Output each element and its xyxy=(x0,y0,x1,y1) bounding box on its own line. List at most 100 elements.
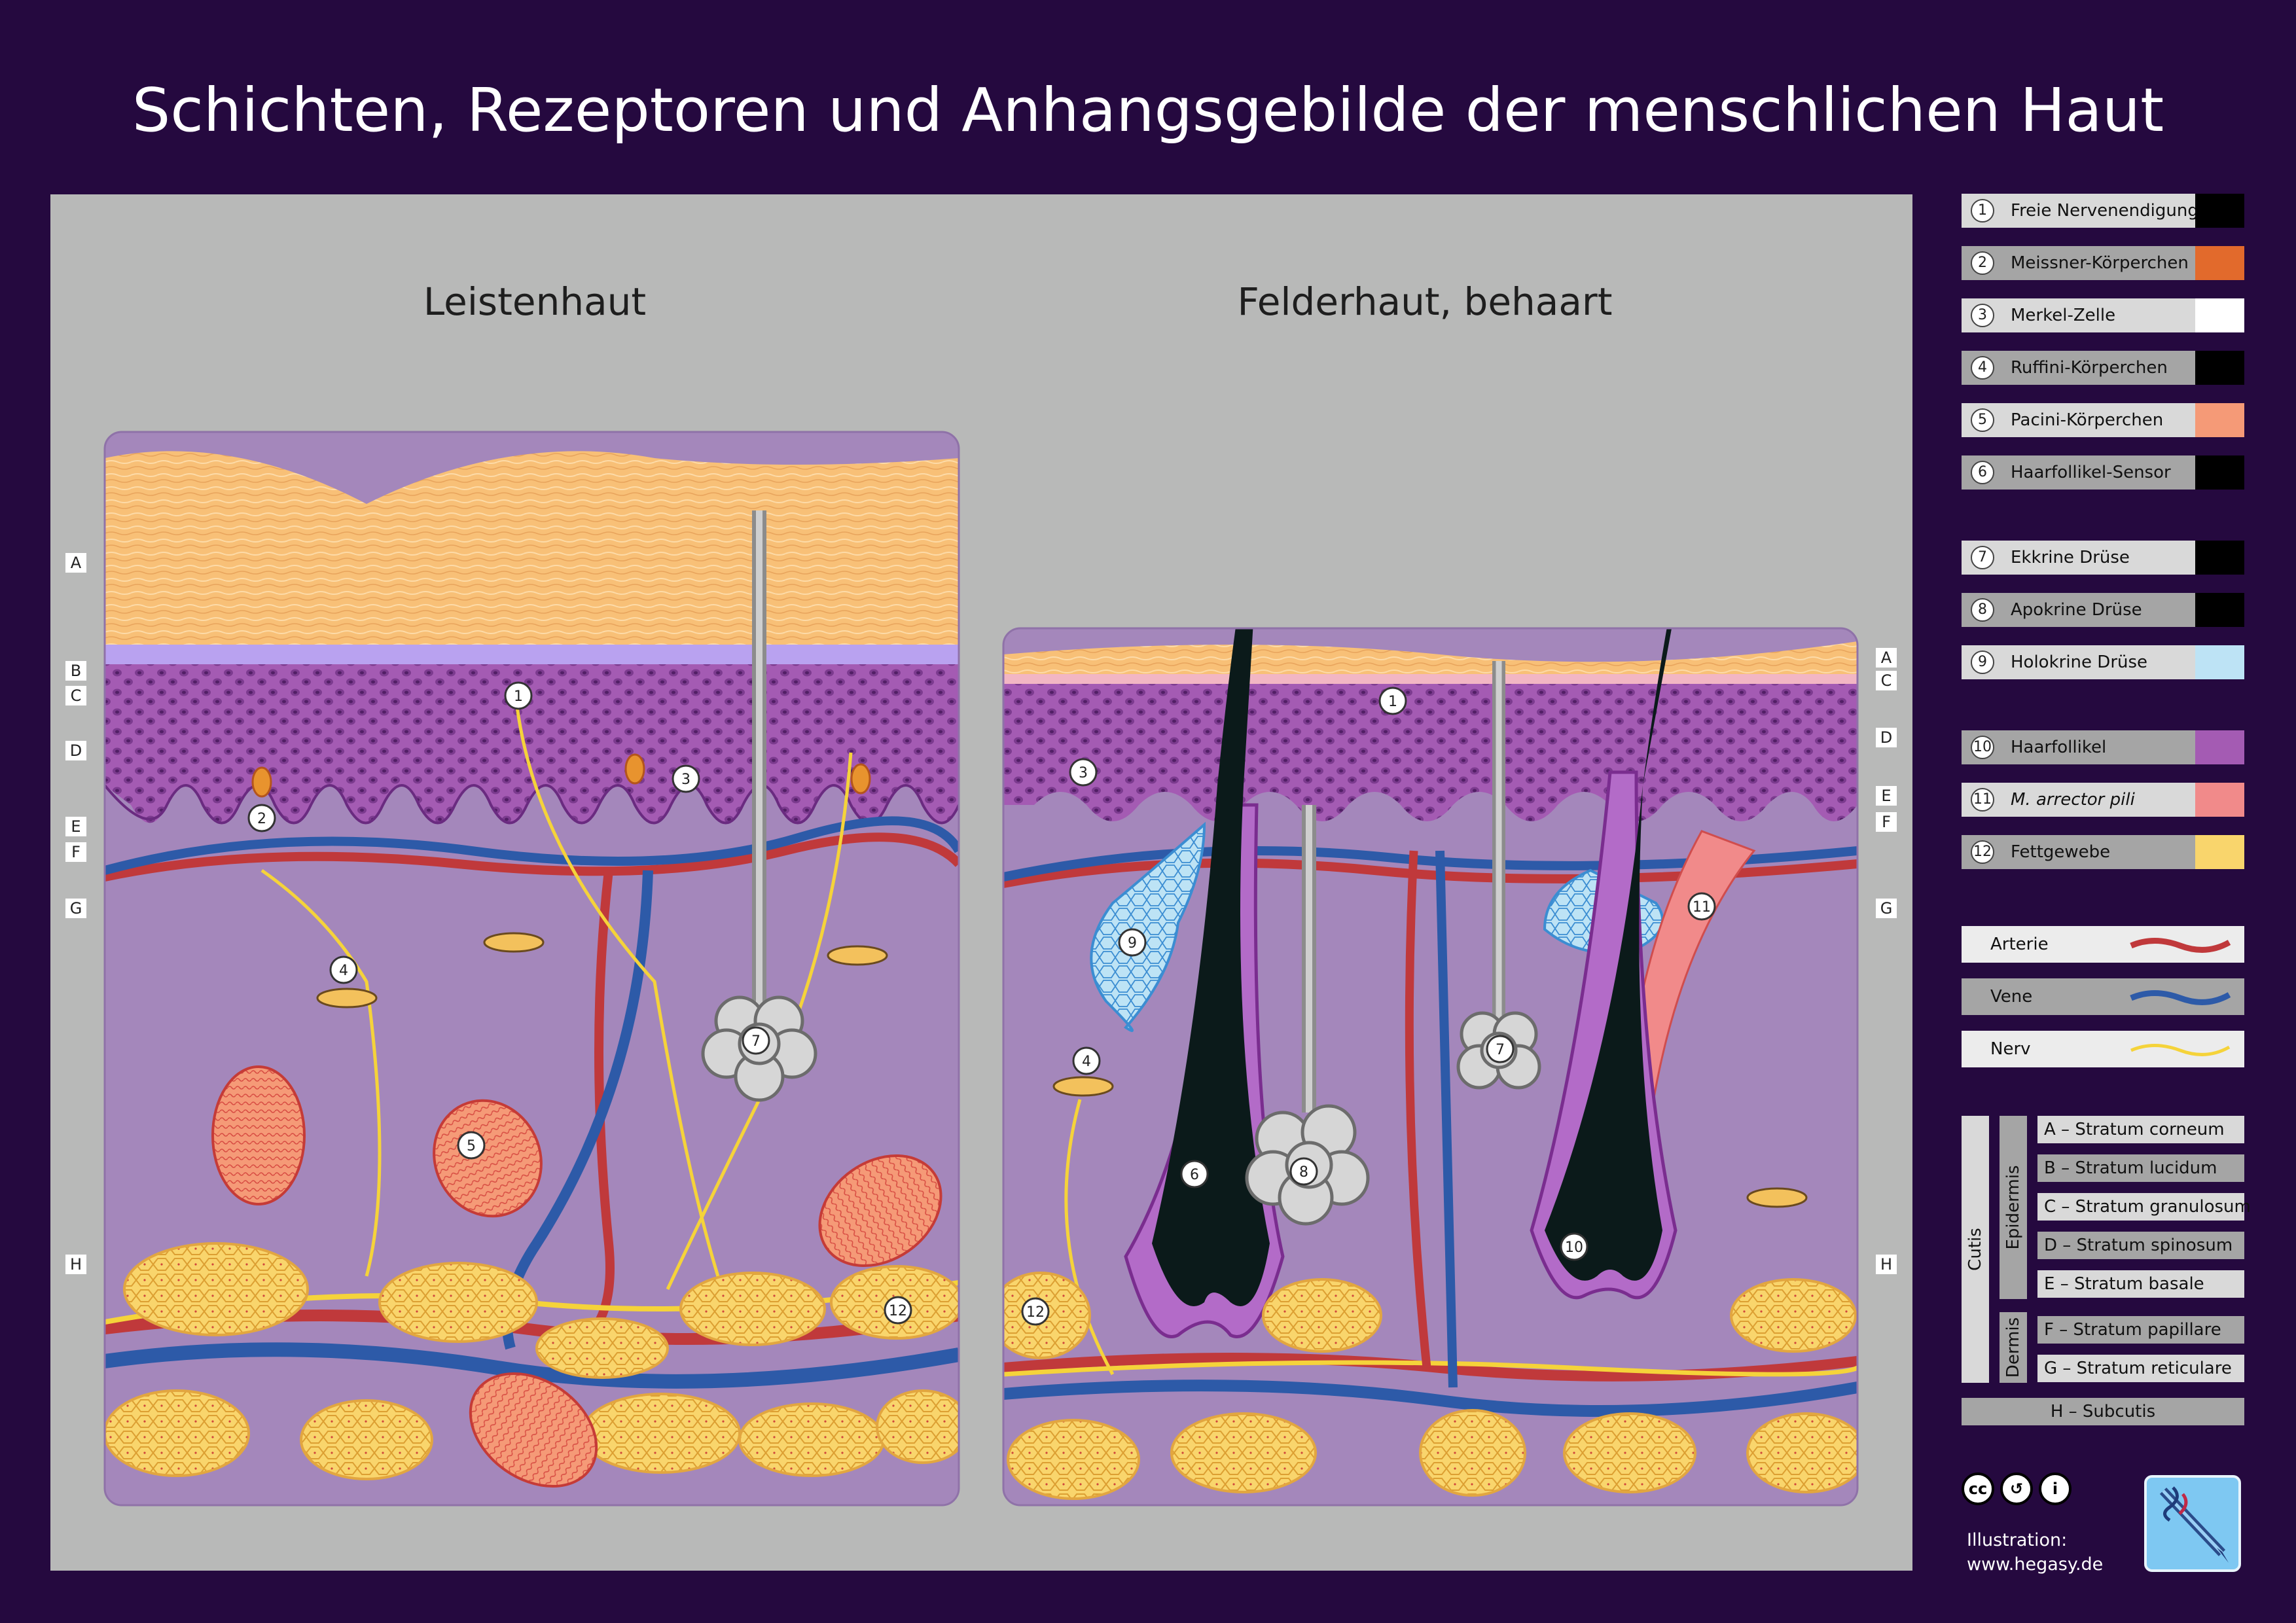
marker-circle-4 xyxy=(329,955,358,984)
legend-label: Meissner-Körperchen xyxy=(2011,253,2189,273)
legend-line-label: Vene xyxy=(1990,987,2033,1007)
legend-label: M. arrector pili xyxy=(2011,790,2135,810)
marker-number: 1 xyxy=(514,688,523,705)
legend-number: 3 xyxy=(1971,304,1994,327)
marker-number: 8 xyxy=(1299,1164,1308,1181)
legend-number: 10 xyxy=(1971,736,1994,759)
marker-number: 3 xyxy=(681,772,691,788)
legend-number: 8 xyxy=(1971,598,1994,622)
layer-marker-A-right: A xyxy=(1876,648,1897,668)
layer-marker-E-right: E xyxy=(1876,786,1897,806)
legend-number: 11 xyxy=(1971,788,1994,812)
attribution-icon: i xyxy=(2039,1472,2072,1505)
credit: Illustration: www.hegasy.de xyxy=(1967,1528,2103,1577)
marker-circle-7 xyxy=(742,1026,770,1055)
marker-circle-8 xyxy=(1289,1157,1318,1186)
marker-circle-12 xyxy=(884,1296,912,1325)
marker-circle-6 xyxy=(1180,1160,1209,1188)
marker-circle-5 xyxy=(457,1131,486,1160)
marker-number: 12 xyxy=(889,1303,907,1319)
layer-marker-E-left: E xyxy=(65,817,86,836)
legend-item-7: 7 Ekkrine Drüse xyxy=(1962,541,2244,575)
legend-line-label: Nerv xyxy=(1990,1039,2031,1059)
panel-title-felderhaut: Felderhaut, behaart xyxy=(1237,279,1613,324)
marker-number: 4 xyxy=(1082,1054,1091,1070)
legend-label: Apokrine Drüse xyxy=(2011,600,2142,620)
legend-label: Holokrine Drüse xyxy=(2011,652,2148,672)
marker-circle-4 xyxy=(1072,1046,1101,1075)
layer-marker-C-right: C xyxy=(1876,671,1897,690)
legend-item-10: 10 Haarfollikel xyxy=(1962,730,2244,764)
layer-epidermis-3: D – Stratum spinosum xyxy=(2037,1232,2244,1259)
marker-number: 10 xyxy=(1565,1240,1583,1256)
layer-marker-D-right: D xyxy=(1876,728,1897,747)
marker-number: 12 xyxy=(1026,1304,1045,1321)
layer-epidermis-1: B – Stratum lucidum xyxy=(2037,1154,2244,1182)
marker-circle-2 xyxy=(247,804,276,832)
legend-line-swatch-icon xyxy=(2130,990,2231,1005)
marker-circle-10 xyxy=(1560,1232,1588,1261)
layer-epidermis-0: A – Stratum corneum xyxy=(2037,1116,2244,1143)
legend-thumbnail-icon xyxy=(2195,298,2244,332)
dermis-label: Dermis xyxy=(2003,1317,2023,1378)
legend-thumbnail-icon xyxy=(2195,246,2244,280)
legend-line-1: Vene xyxy=(1962,978,2244,1015)
legend-line-2: Nerv xyxy=(1962,1031,2244,1067)
layer-marker-H-right: H xyxy=(1876,1255,1897,1274)
layer-epidermis-2: C – Stratum granulosum xyxy=(2037,1193,2251,1221)
layer-subcutis-label: H – Subcutis xyxy=(2050,1402,2156,1421)
legend-thumbnail-icon xyxy=(2195,194,2244,228)
marker-number: 7 xyxy=(1496,1042,1505,1058)
marker-circle-1 xyxy=(1378,687,1407,715)
page-title: Schichten, Rezeptoren und Anhangsgebilde… xyxy=(132,75,2164,145)
legend-thumbnail-icon xyxy=(2195,835,2244,869)
legend-thumbnail-icon xyxy=(2195,645,2244,679)
layer-epidermis-4: E – Stratum basale xyxy=(2037,1270,2244,1298)
marker-number: 6 xyxy=(1190,1167,1199,1183)
legend-item-11: 11 M. arrector pili xyxy=(1962,783,2244,817)
epidermis-label: Epidermis xyxy=(2003,1165,2023,1250)
legend-label: Ruffini-Körperchen xyxy=(2011,358,2168,378)
layer-marker-H-left: H xyxy=(65,1255,86,1274)
layer-subcutis: H – Subcutis xyxy=(1962,1398,2244,1425)
legend-item-6: 6 Haarfollikel-Sensor xyxy=(1962,455,2244,490)
panel-title-leistenhaut: Leistenhaut xyxy=(423,279,647,324)
layer-marker-D-left: D xyxy=(65,741,86,760)
legend-line-swatch-icon xyxy=(2130,938,2231,953)
legend-number: 7 xyxy=(1971,546,1994,569)
dermis-bar xyxy=(2000,1312,2027,1383)
legend-label: Haarfollikel xyxy=(2011,738,2107,757)
marker-number: 9 xyxy=(1128,935,1137,952)
layer-marker-A-left: A xyxy=(65,553,86,573)
layer-marker-G-left: G xyxy=(65,899,86,918)
legend-line-swatch-icon xyxy=(2130,1044,2231,1056)
legend-item-2: 2 Meissner-Körperchen xyxy=(1962,246,2244,280)
legend-item-8: 8 Apokrine Drüse xyxy=(1962,593,2244,627)
legend-number: 12 xyxy=(1971,840,1994,864)
layer-marker-F-right: F xyxy=(1876,812,1897,832)
legend-number: 4 xyxy=(1971,356,1994,380)
marker-number: 5 xyxy=(467,1138,476,1154)
epidermis-bar xyxy=(2000,1116,2027,1299)
hegasy-logo-icon xyxy=(2144,1475,2241,1572)
layer-marker-B-left: B xyxy=(65,661,86,681)
legend-thumbnail-icon xyxy=(2195,541,2244,575)
legend-thumbnail-icon xyxy=(2195,455,2244,490)
cutis-bar xyxy=(1962,1116,1989,1383)
marker-number: 3 xyxy=(1079,765,1088,781)
credit-line-1: Illustration: xyxy=(1967,1530,2068,1550)
legend-number: 1 xyxy=(1971,199,1994,223)
marker-number: 7 xyxy=(751,1033,761,1050)
marker-circle-9 xyxy=(1118,928,1147,957)
legend-item-3: 3 Merkel-Zelle xyxy=(1962,298,2244,332)
legend-thumbnail-icon xyxy=(2195,730,2244,764)
marker-number: 11 xyxy=(1693,899,1711,916)
sharealike-icon: ↺ xyxy=(2000,1472,2033,1505)
legend-number: 5 xyxy=(1971,408,1994,432)
legend-label: Merkel-Zelle xyxy=(2011,306,2116,325)
legend-label: Haarfollikel-Sensor xyxy=(2011,463,2171,482)
legend-label: Fettgewebe xyxy=(2011,842,2111,862)
legend-item-5: 5 Pacini-Körperchen xyxy=(1962,403,2244,437)
